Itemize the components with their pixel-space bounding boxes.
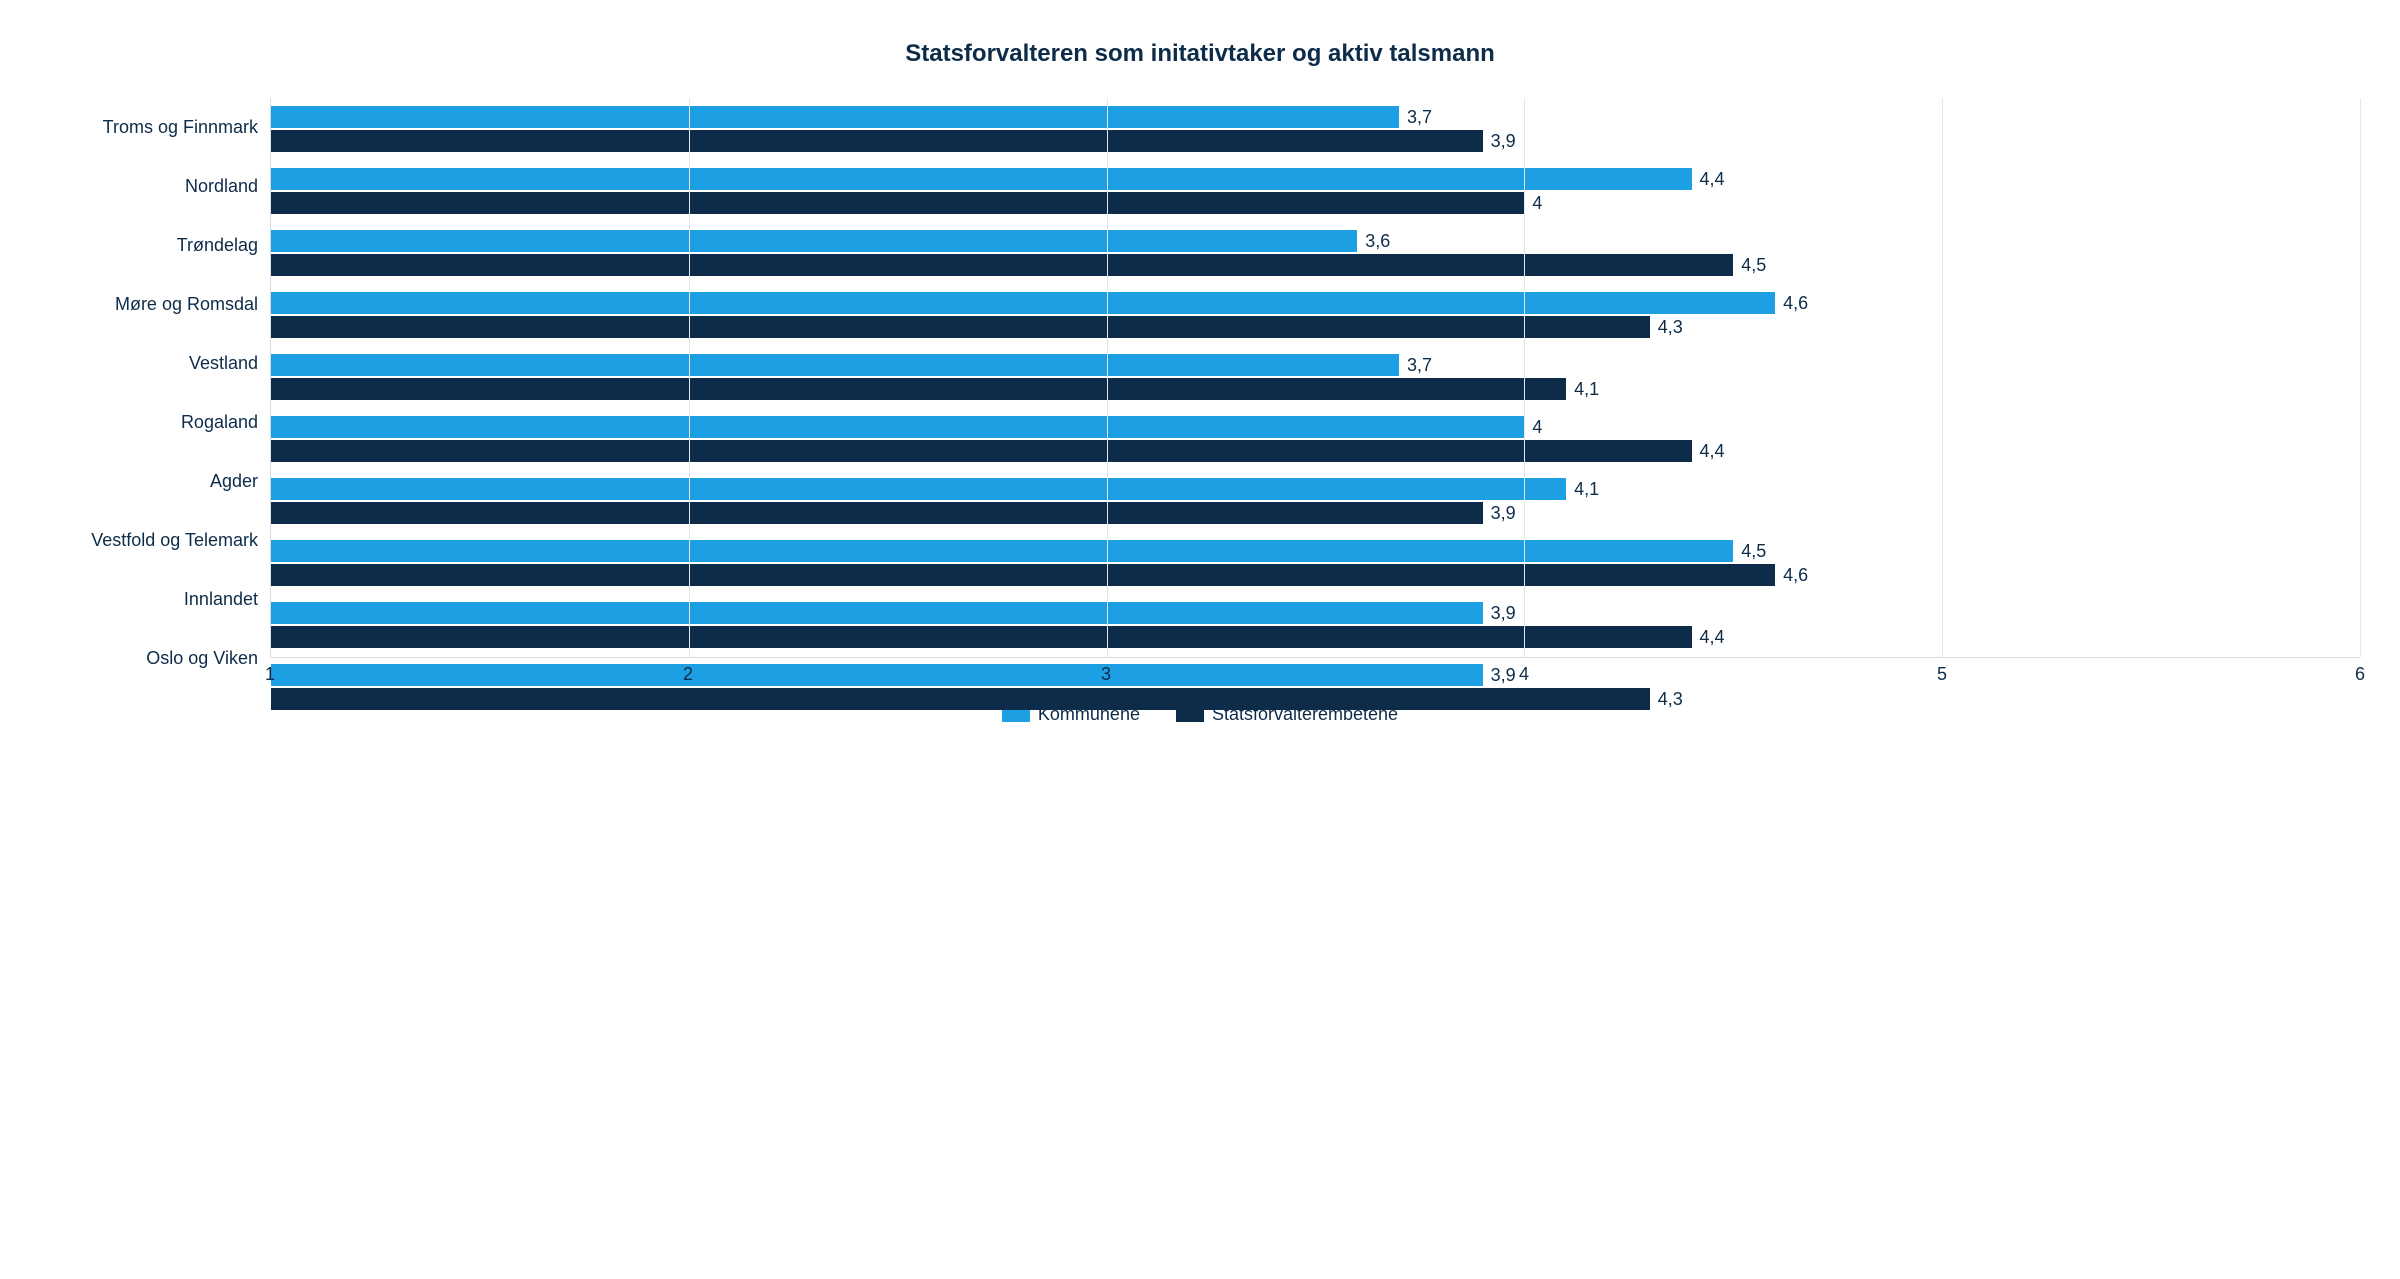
bars-container: 3,73,94,443,64,54,64,33,74,144,44,13,94,…	[271, 98, 2360, 657]
bar-group: 3,9 4,4	[271, 594, 2360, 656]
bar-value-label: 4,4	[1700, 169, 1725, 190]
bar	[271, 688, 1650, 710]
x-tick-label: 6	[2355, 664, 2365, 685]
bar-row: 4,1	[271, 478, 2360, 500]
bar-row: 4,6	[271, 292, 2360, 314]
grid-line	[1524, 98, 1525, 657]
bar-row: 4,3	[271, 688, 2360, 710]
bar-row: 4,4	[271, 440, 2360, 462]
bar	[271, 378, 1566, 400]
bar-group: 3,7 4,1	[271, 346, 2360, 408]
bar	[271, 626, 1692, 648]
bar-value-label: 4,1	[1574, 379, 1599, 400]
bar-row: 4,5	[271, 540, 2360, 562]
plot-area: 3,73,94,443,64,54,64,33,74,144,44,13,94,…	[270, 98, 2360, 658]
bar-value-label: 3,7	[1407, 355, 1432, 376]
x-tick-label: 1	[265, 664, 275, 685]
category-label: Troms og Finnmark	[40, 117, 258, 139]
bar	[271, 416, 1524, 438]
bar-value-label: 4,3	[1658, 689, 1683, 710]
category-label: Vestland	[40, 353, 258, 375]
category-label: Innlandet	[40, 589, 258, 611]
category-label: Oslo og Viken	[40, 648, 258, 670]
x-axis: 123456	[270, 660, 2360, 688]
bar	[271, 564, 1775, 586]
bar	[271, 316, 1650, 338]
bar-value-label: 3,7	[1407, 107, 1432, 128]
bar-row: 3,7	[271, 106, 2360, 128]
bar-row: 4,6	[271, 564, 2360, 586]
category-label: Møre og Romsdal	[40, 294, 258, 316]
x-tick-label: 2	[683, 664, 693, 685]
bar-value-label: 4,1	[1574, 479, 1599, 500]
bar-row: 4	[271, 192, 2360, 214]
bar-row: 4,5	[271, 254, 2360, 276]
bar-value-label: 4,6	[1783, 293, 1808, 314]
bar-value-label: 4	[1532, 193, 1542, 214]
chart-title: Statsforvalteren som initativtaker og ak…	[40, 40, 2360, 68]
bar-value-label: 4,4	[1700, 441, 1725, 462]
bar-value-label: 3,9	[1491, 131, 1516, 152]
x-tick-label: 3	[1101, 664, 1111, 685]
bar	[271, 168, 1692, 190]
category-label: Rogaland	[40, 412, 258, 434]
bar	[271, 502, 1483, 524]
x-tick-label: 4	[1519, 664, 1529, 685]
bar-value-label: 4,5	[1741, 541, 1766, 562]
bar	[271, 540, 1733, 562]
bar-value-label: 4,4	[1700, 627, 1725, 648]
bar-row: 3,7	[271, 354, 2360, 376]
grid-line	[689, 98, 690, 657]
bar-group: 4,6 4,3	[271, 284, 2360, 346]
bar-row: 4,4	[271, 626, 2360, 648]
bar-row: 4,4	[271, 168, 2360, 190]
category-label: Agder	[40, 471, 258, 493]
category-label: Trøndelag	[40, 235, 258, 257]
chart-body: Troms og Finnmark Nordland Trøndelag Møre o…	[40, 98, 2360, 688]
category-label: Nordland	[40, 176, 258, 198]
bar-row: 3,9	[271, 130, 2360, 152]
bar-row: 4	[271, 416, 2360, 438]
bar	[271, 440, 1692, 462]
bar	[271, 106, 1399, 128]
bar-row: 3,9	[271, 502, 2360, 524]
bar-value-label: 3,6	[1365, 231, 1390, 252]
bar-value-label: 4,6	[1783, 565, 1808, 586]
bar-row: 3,9	[271, 602, 2360, 624]
bar-row: 3,6	[271, 230, 2360, 252]
bar	[271, 354, 1399, 376]
bar-group: 3,6 4,5	[271, 222, 2360, 284]
bar	[271, 130, 1483, 152]
grid-line	[2360, 98, 2361, 657]
bar	[271, 192, 1524, 214]
bar-value-label: 4	[1532, 417, 1542, 438]
bar-group: 4,1 3,9	[271, 470, 2360, 532]
bar-row: 4,3	[271, 316, 2360, 338]
bar-value-label: 4,3	[1658, 317, 1683, 338]
bar	[271, 602, 1483, 624]
bar-value-label: 4,5	[1741, 255, 1766, 276]
bar	[271, 292, 1775, 314]
x-tick-label: 5	[1937, 664, 1947, 685]
bar-group: 3,7 3,9	[271, 98, 2360, 160]
bar-value-label: 3,9	[1491, 603, 1516, 624]
bar-value-label: 3,9	[1491, 503, 1516, 524]
bar-group: 4,5 4,6	[271, 532, 2360, 594]
bar	[271, 478, 1566, 500]
grid-line	[1107, 98, 1108, 657]
bar-chart: Statsforvalteren som initativtaker og ak…	[40, 40, 2360, 725]
bar	[271, 230, 1357, 252]
bar-row: 4,1	[271, 378, 2360, 400]
y-axis-labels: Troms og Finnmark Nordland Trøndelag Møre o…	[40, 98, 270, 688]
category-label: Vestfold og Telemark	[40, 530, 258, 552]
bar	[271, 254, 1733, 276]
grid-line	[1942, 98, 1943, 657]
bar-group: 44,4	[271, 408, 2360, 470]
bar-group: 4,44	[271, 160, 2360, 222]
plot-wrap: 3,73,94,443,64,54,64,33,74,144,44,13,94,…	[270, 98, 2360, 688]
